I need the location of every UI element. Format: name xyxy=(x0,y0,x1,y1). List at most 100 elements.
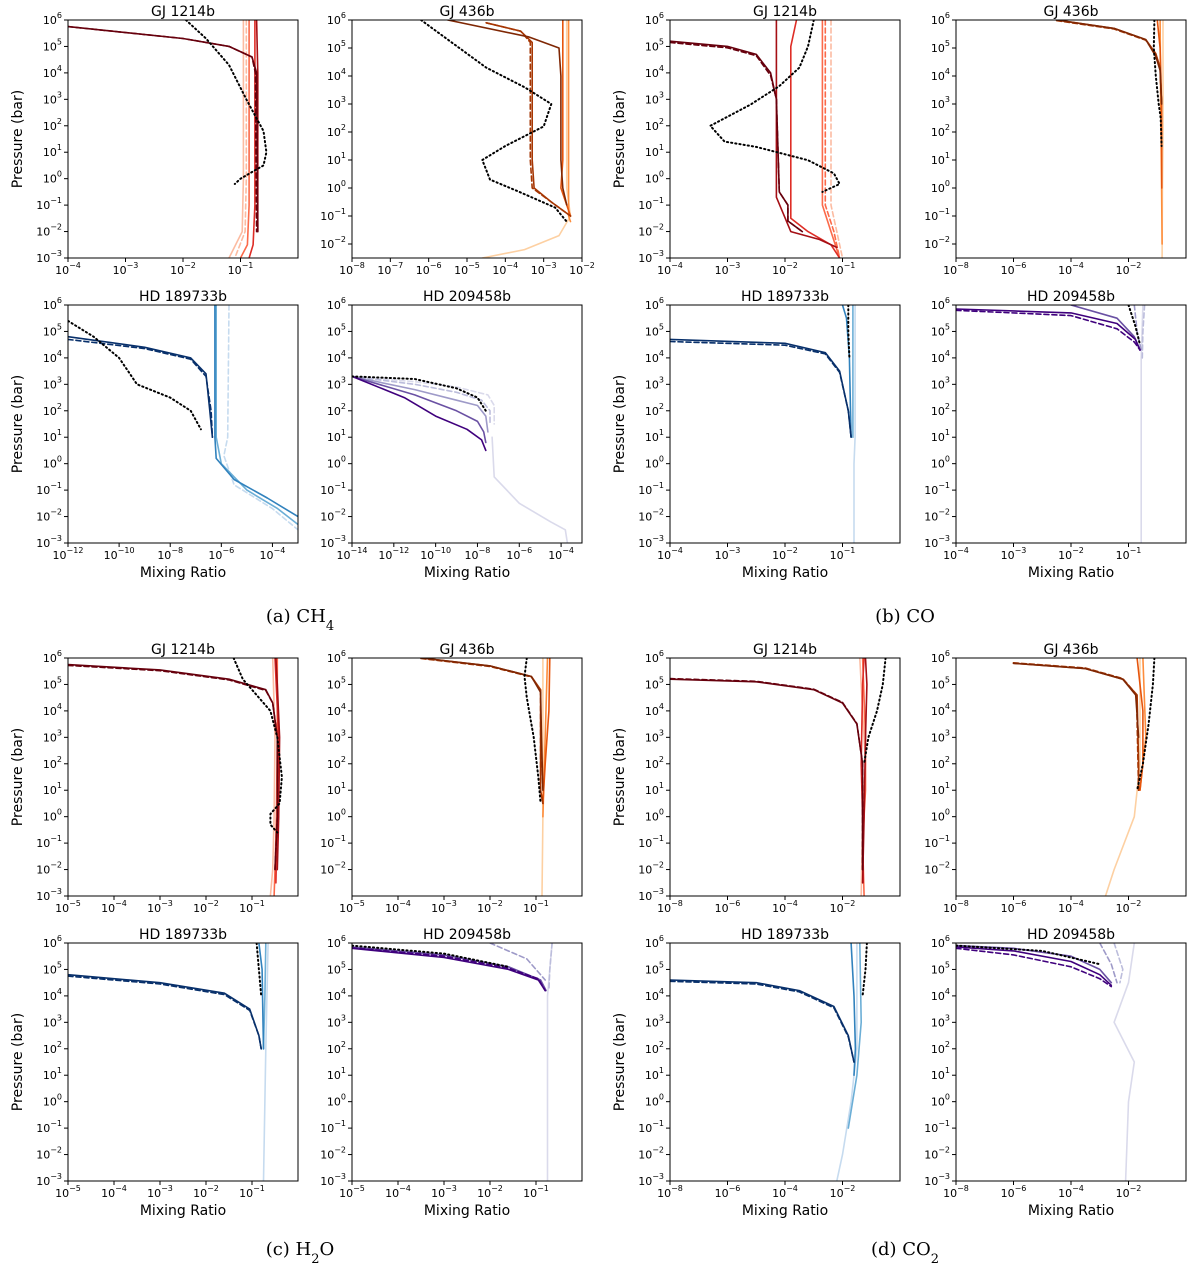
y-tick-label: 10−3 xyxy=(638,534,664,550)
y-tick-label: 104 xyxy=(931,702,950,718)
x-tick-label: 10−2 xyxy=(772,546,798,562)
series-line xyxy=(821,20,841,258)
y-tick-label: 102 xyxy=(43,117,62,133)
y-tick-label: 100 xyxy=(327,1093,346,1109)
y-tick-label: 10−1 xyxy=(36,834,62,850)
series-group xyxy=(68,305,298,531)
x-tick-label: 10−2 xyxy=(1116,261,1142,277)
x-tick-label: 10−2 xyxy=(1116,899,1142,915)
y-axis-label: Pressure (bar) xyxy=(612,1013,628,1111)
y-tick-label: 104 xyxy=(43,349,62,365)
y-tick-label: 103 xyxy=(645,90,664,106)
y-tick-label: 103 xyxy=(327,375,346,391)
x-tick-label: 10−4 xyxy=(943,546,969,562)
y-tick-label: 101 xyxy=(327,781,346,797)
x-tick-label: 10−1 xyxy=(830,546,856,562)
x-tick-label: 10−8 xyxy=(943,899,969,915)
x-axis-label: Mixing Ratio xyxy=(742,1203,828,1219)
series-line xyxy=(68,664,279,871)
series-line xyxy=(262,943,269,1181)
series-line xyxy=(352,946,547,992)
series-line xyxy=(352,375,487,444)
y-tick-label: 100 xyxy=(645,455,664,471)
y-tick-label: 106 xyxy=(43,934,62,950)
plot-frame xyxy=(955,657,1187,897)
x-tick-label: 10−1 xyxy=(1116,546,1142,562)
y-tick-label: 10−1 xyxy=(638,196,664,212)
y-tick-label: 103 xyxy=(645,1013,664,1029)
series-line xyxy=(352,375,491,425)
series-group xyxy=(956,305,1146,543)
series-line xyxy=(68,319,202,431)
series-line xyxy=(670,678,864,871)
captions-group: (a) CH4 (b) CO (c) H2O (d) CO2 xyxy=(266,606,939,1267)
y-tick-label: 10−1 xyxy=(924,481,950,497)
series-line xyxy=(1140,305,1144,543)
x-tick-label: 10−14 xyxy=(337,546,368,562)
y-tick-label: 102 xyxy=(645,755,664,771)
y-tick-label: 103 xyxy=(327,728,346,744)
x-tick-label: 10−2 xyxy=(772,261,798,277)
y-tick-label: 10−3 xyxy=(36,534,62,550)
x-tick-label: 10−7 xyxy=(377,261,403,277)
x-tick-label: 10−8 xyxy=(943,1184,969,1200)
x-tick-label: 10−4 xyxy=(772,899,798,915)
chart-a-0: 10−4 10−3 10−2 10−110610510410310210110010−… xyxy=(10,4,299,277)
chart-c-2: 10−5 10−4 10−3 10−2 10−1 106 105 104 103 102 101 10… xyxy=(10,927,299,1219)
series-group xyxy=(68,20,268,258)
x-tick-label: 10−4 xyxy=(385,899,411,915)
plot-frame xyxy=(955,19,1187,259)
y-tick-label: 106 xyxy=(327,649,346,665)
y-tick-label: 106 xyxy=(43,11,62,27)
chart-title: GJ 1214b xyxy=(753,4,817,20)
x-tick-label: 10−2 xyxy=(193,1184,219,1200)
y-tick-label: 10−1 xyxy=(320,481,346,497)
series-line xyxy=(1055,20,1163,105)
y-tick-label: 106 xyxy=(327,11,346,27)
y-tick-label: 10−1 xyxy=(320,834,346,850)
x-axis-label: Mixing Ratio xyxy=(742,565,828,581)
y-tick-label: 101 xyxy=(931,151,950,167)
y-tick-label: 10−3 xyxy=(36,249,62,265)
caption-a: (a) CH4 xyxy=(266,606,334,634)
series-line xyxy=(352,375,487,412)
chart-b-0: 10−4 10−3 10−2 10−110610510410310210110010−… xyxy=(612,4,901,277)
y-tick-label: 10−2 xyxy=(924,508,950,524)
y-tick-label: 104 xyxy=(43,64,62,80)
y-tick-label: 10−1 xyxy=(36,481,62,497)
plot-frame xyxy=(351,19,583,259)
y-tick-label: 102 xyxy=(931,402,950,418)
y-tick-label: 103 xyxy=(327,95,346,111)
y-tick-label: 105 xyxy=(327,960,346,976)
y-tick-label: 100 xyxy=(931,179,950,195)
series-line xyxy=(68,338,214,438)
x-tick-label: 10−12 xyxy=(378,546,409,562)
chart-d-2: 10−8 10−6 10−4 10−2 106 105 104 103 102 101 100 10−… xyxy=(612,927,901,1219)
y-tick-label: 10−2 xyxy=(320,861,346,877)
series-line xyxy=(223,305,298,531)
y-tick-label: 101 xyxy=(931,1066,950,1082)
y-tick-label: 10−1 xyxy=(320,1119,346,1135)
series-line xyxy=(1104,658,1141,896)
y-tick-label: 105 xyxy=(931,675,950,691)
chart-title: GJ 436b xyxy=(439,4,494,20)
series-line xyxy=(847,943,862,1129)
x-tick-label: 10−10 xyxy=(104,546,135,562)
y-tick-label: 10−2 xyxy=(638,1146,664,1162)
series-line xyxy=(670,980,855,1063)
series-line xyxy=(523,658,542,805)
series-line xyxy=(447,20,568,206)
chart-title: HD 189733b xyxy=(741,927,829,943)
plot-frame xyxy=(351,657,583,897)
y-tick-label: 10−3 xyxy=(638,249,664,265)
series-line xyxy=(548,943,553,992)
y-tick-label: 106 xyxy=(645,649,664,665)
x-axis-label: Mixing Ratio xyxy=(140,565,226,581)
x-tick-label: 10−4 xyxy=(492,261,518,277)
series-line xyxy=(275,658,281,871)
chart-b-2: 10−4 10−3 10−2 10−110610510410310210110010−… xyxy=(612,289,901,581)
series-line xyxy=(255,943,263,997)
y-tick-label: 100 xyxy=(43,170,62,186)
x-tick-label: 10−4 xyxy=(1058,1184,1084,1200)
series-line xyxy=(956,308,1141,351)
